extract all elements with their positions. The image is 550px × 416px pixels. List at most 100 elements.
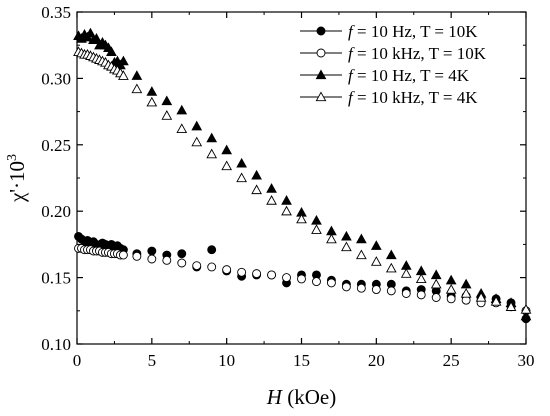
data-point bbox=[385, 249, 397, 260]
legend-marker bbox=[316, 48, 326, 58]
legend-label-rest: = 10 Hz, T = 10K bbox=[353, 22, 479, 41]
legend-label-var: f bbox=[348, 44, 355, 63]
legend-label: f = 10 kHz, T = 4K bbox=[348, 88, 478, 107]
data-point bbox=[206, 132, 218, 143]
data-point bbox=[252, 269, 262, 279]
data-point bbox=[311, 224, 322, 234]
data-point bbox=[371, 285, 381, 295]
data-point bbox=[370, 240, 382, 250]
data-point bbox=[356, 283, 366, 293]
data-point bbox=[236, 157, 247, 168]
legend-label-var: f bbox=[348, 88, 355, 107]
data-point bbox=[326, 233, 337, 244]
data-point bbox=[401, 289, 411, 298]
data-point bbox=[176, 123, 188, 133]
data-point bbox=[370, 256, 382, 266]
y-tick-label: 0.25 bbox=[41, 136, 71, 155]
legend-label: f = 10 kHz, T = 10K bbox=[348, 44, 487, 63]
data-point bbox=[430, 278, 442, 289]
y-tick-label: 0.15 bbox=[41, 269, 71, 288]
data-point bbox=[191, 120, 203, 131]
data-point bbox=[341, 282, 351, 292]
data-point bbox=[460, 278, 472, 289]
data-point bbox=[416, 290, 426, 300]
y-tick-label: 0.10 bbox=[41, 335, 71, 354]
data-point bbox=[356, 233, 367, 244]
data-point bbox=[490, 295, 502, 306]
legend-label-rest: = 10 kHz, T = 4K bbox=[353, 88, 479, 107]
data-point bbox=[118, 250, 128, 260]
y-axis-title-base: χ'·10 bbox=[5, 161, 29, 203]
data-point bbox=[106, 46, 117, 56]
data-point bbox=[131, 83, 143, 94]
data-point bbox=[118, 70, 129, 80]
data-point bbox=[475, 291, 487, 302]
data-point bbox=[446, 294, 456, 304]
data-point bbox=[162, 255, 172, 265]
data-point bbox=[207, 262, 217, 272]
data-point bbox=[311, 214, 322, 225]
series-2 bbox=[74, 243, 531, 316]
x-axis-title-unit: (kOe) bbox=[282, 385, 336, 409]
data-point bbox=[312, 277, 321, 287]
data-point bbox=[415, 265, 427, 276]
data-point bbox=[161, 110, 173, 120]
data-point bbox=[146, 86, 158, 96]
data-point bbox=[85, 27, 96, 38]
data-point bbox=[146, 96, 158, 107]
data-point bbox=[281, 205, 292, 216]
data-point bbox=[430, 269, 442, 280]
data-point bbox=[445, 274, 457, 285]
data-point bbox=[132, 251, 142, 261]
y-tick-label: 0.30 bbox=[41, 69, 71, 88]
legend-item: f = 10 kHz, T = 10K bbox=[300, 44, 487, 63]
x-tick-label: 15 bbox=[293, 351, 310, 370]
data-point bbox=[176, 104, 188, 115]
legend-label-var: f bbox=[348, 22, 355, 41]
data-point bbox=[147, 246, 157, 256]
data-point bbox=[386, 286, 396, 296]
data-point bbox=[520, 303, 532, 314]
y-tick-label: 0.20 bbox=[41, 202, 71, 221]
legend-label: f = 10 Hz, T = 10K bbox=[348, 22, 478, 41]
data-point bbox=[221, 160, 233, 171]
data-point bbox=[251, 169, 262, 180]
y-axis-ticks: 0.10 0.15 0.20 0.25 0.30 0.35 bbox=[41, 3, 526, 354]
data-point bbox=[281, 195, 292, 205]
legend-item: f = 10 Hz, T = 4K bbox=[300, 66, 470, 85]
data-point bbox=[267, 270, 277, 280]
data-point bbox=[222, 265, 232, 275]
data-point bbox=[385, 262, 397, 273]
data-point bbox=[431, 293, 441, 302]
data-point bbox=[161, 95, 173, 106]
data-point bbox=[237, 267, 247, 277]
data-point bbox=[341, 230, 352, 241]
data-point bbox=[191, 136, 203, 147]
legend-marker bbox=[315, 69, 327, 80]
legend-item: f = 10 kHz, T = 4K bbox=[300, 88, 478, 107]
data-point bbox=[445, 284, 457, 294]
series-4 bbox=[73, 46, 532, 314]
data-point bbox=[282, 273, 291, 283]
data-point bbox=[400, 268, 412, 278]
data-point bbox=[297, 274, 306, 284]
legend-label-rest: = 10 kHz, T = 10K bbox=[353, 44, 487, 63]
data-point bbox=[192, 261, 202, 271]
x-axis-title-var: H bbox=[266, 385, 284, 409]
x-tick-label: 20 bbox=[368, 351, 385, 370]
data-point bbox=[415, 273, 427, 284]
data-point bbox=[326, 225, 337, 236]
data-point bbox=[505, 301, 517, 311]
x-axis-title: H (kOe) bbox=[266, 385, 336, 409]
data-point bbox=[251, 184, 262, 195]
x-tick-label: 30 bbox=[518, 351, 535, 370]
data-point bbox=[341, 241, 352, 252]
data-point bbox=[206, 148, 218, 159]
data-point bbox=[118, 55, 129, 66]
series-layer bbox=[73, 27, 532, 324]
legend-label: f = 10 Hz, T = 4K bbox=[348, 66, 470, 85]
legend-label-rest: = 10 Hz, T = 4K bbox=[353, 66, 470, 85]
data-point bbox=[207, 245, 217, 255]
